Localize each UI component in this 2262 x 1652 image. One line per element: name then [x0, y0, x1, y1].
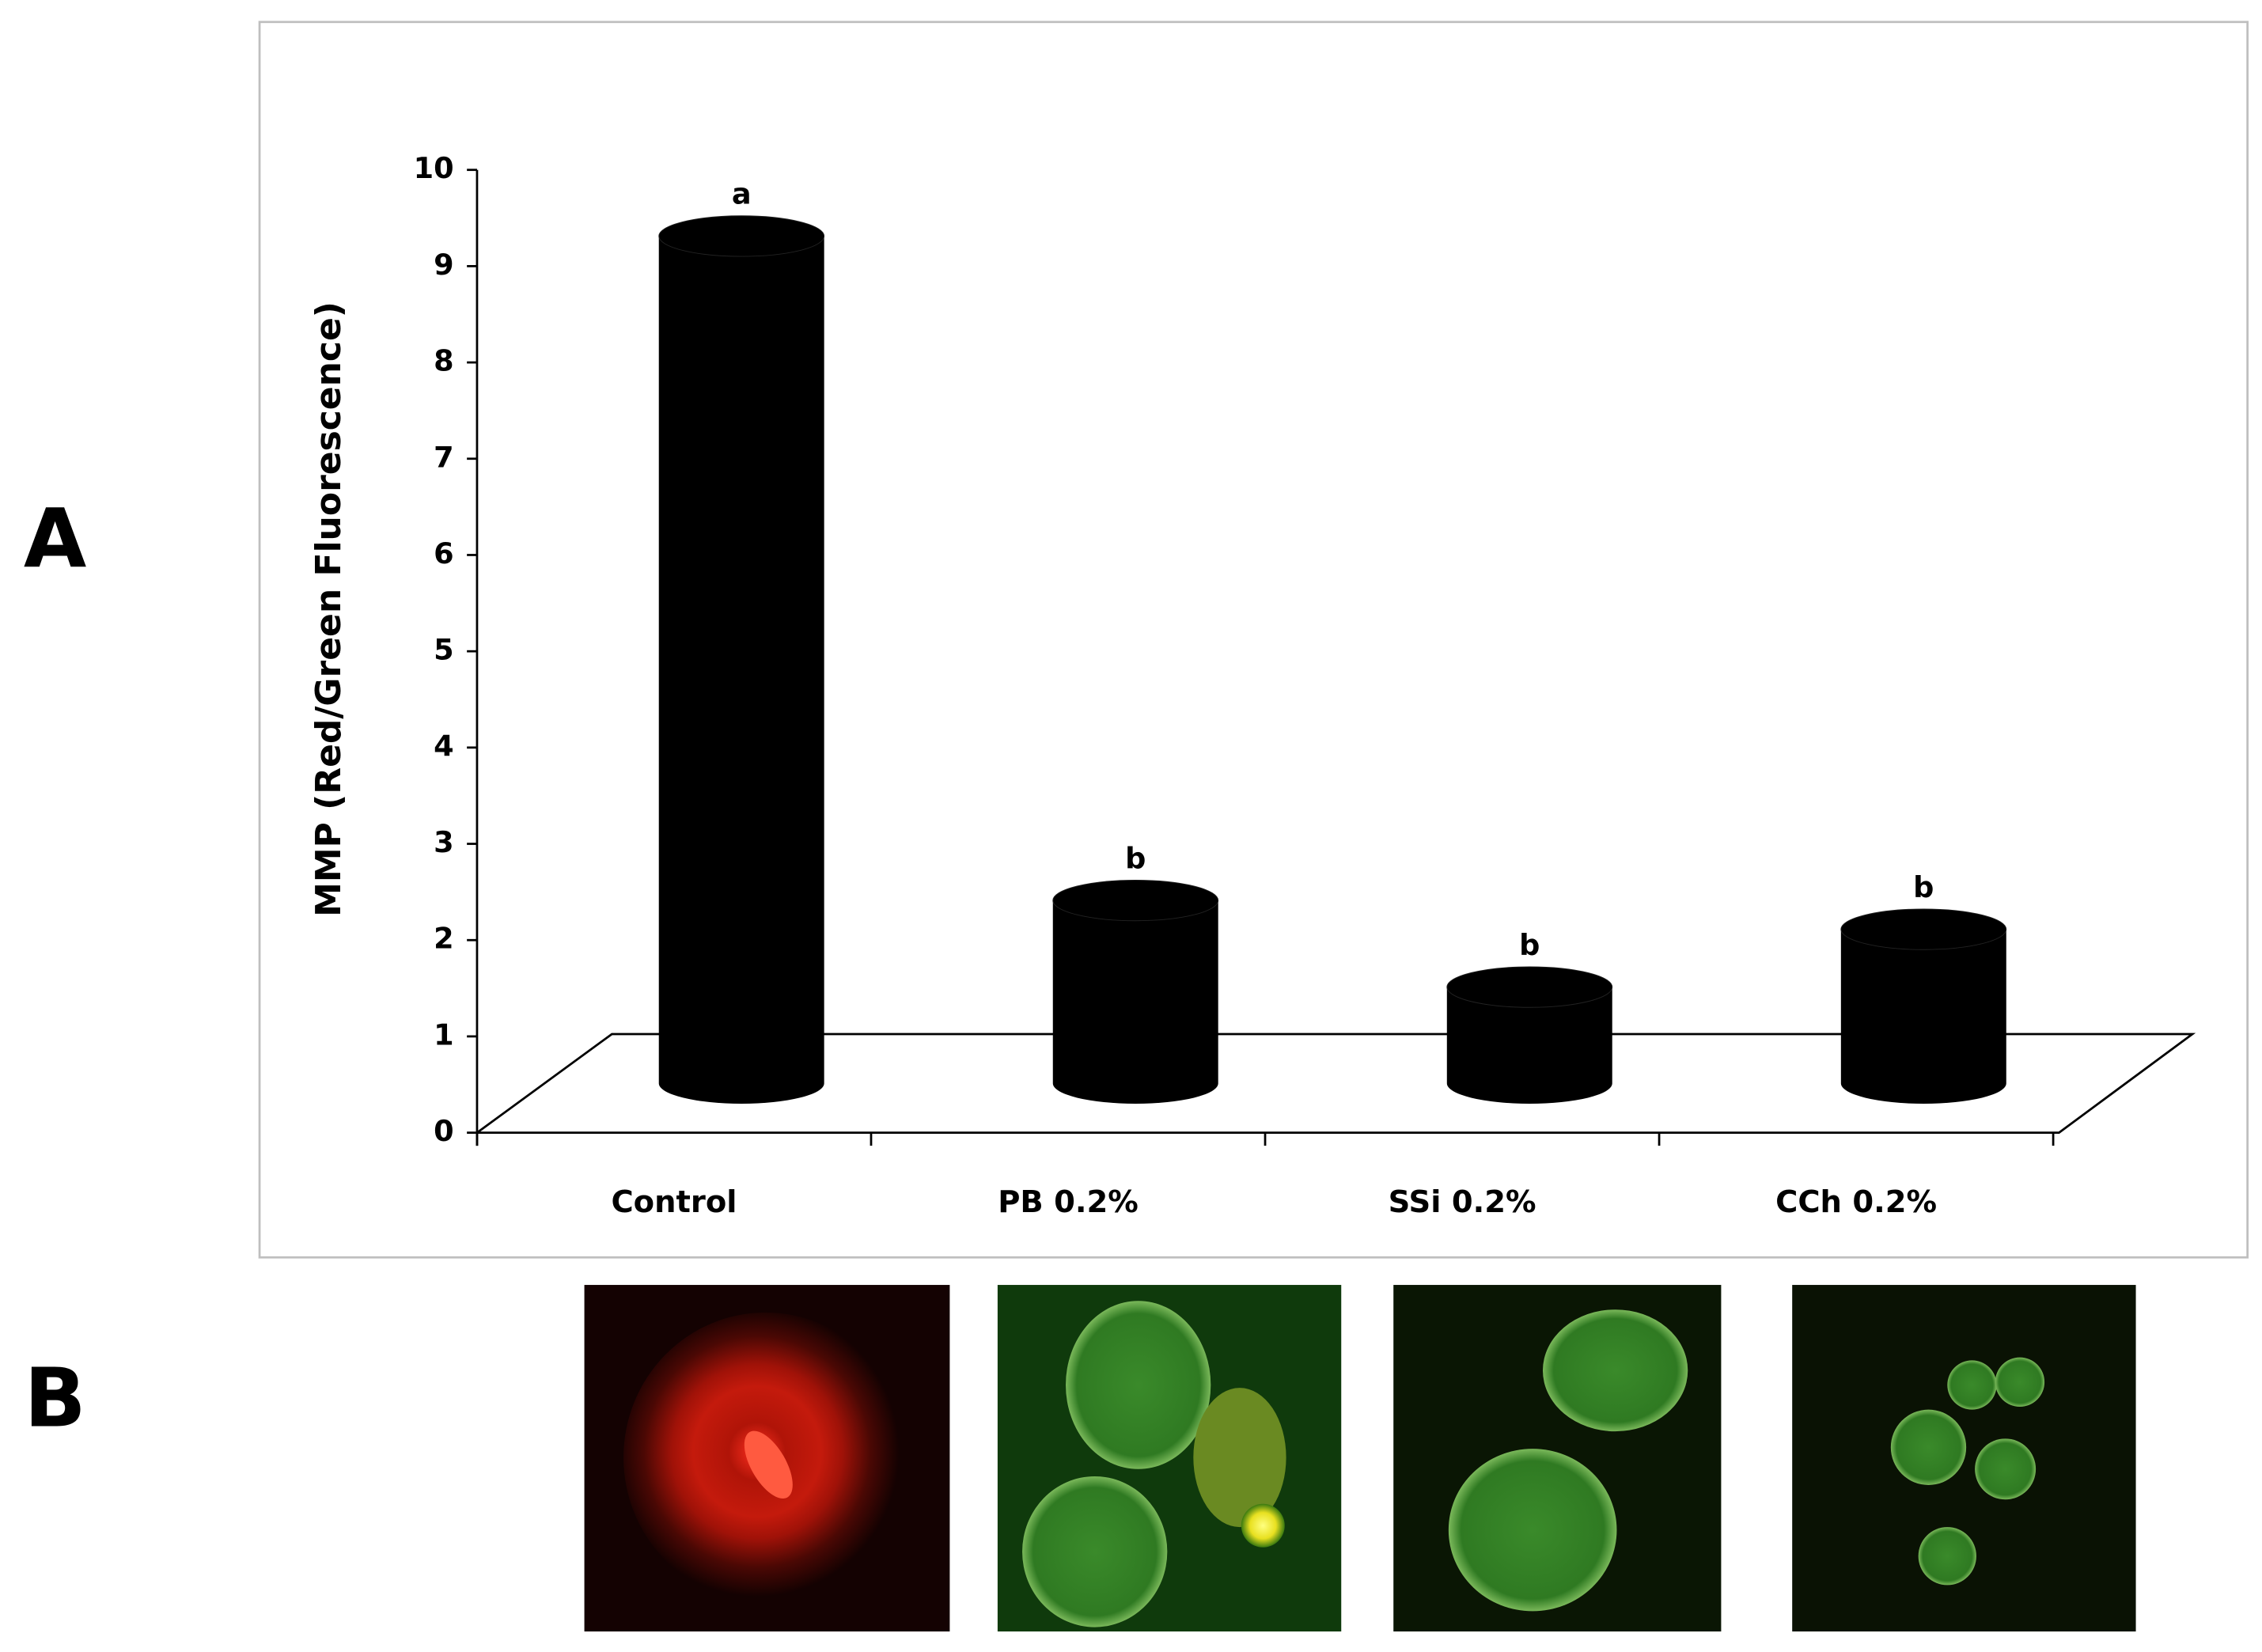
- y-tick-label: 3: [434, 825, 454, 859]
- bar: [1840, 908, 2006, 1104]
- bar-top: [1840, 908, 2007, 950]
- cell: [1947, 1360, 1997, 1410]
- panel-label: B: [25, 1352, 86, 1446]
- annotation: b: [1125, 841, 1146, 875]
- micrographs: [584, 1285, 2136, 1632]
- cell: [1542, 1309, 1688, 1432]
- cell: [744, 1430, 793, 1499]
- bar: [658, 215, 824, 1104]
- cell: [1975, 1438, 2037, 1500]
- bar: [1052, 880, 1218, 1104]
- y-axis-label: MMP (Red/Green Fluorescence): [309, 301, 349, 917]
- y-tick-label: 5: [434, 633, 454, 667]
- y-tick-label: 9: [434, 248, 454, 282]
- cell: [1890, 1409, 1967, 1485]
- y-tick-label: 6: [434, 536, 454, 570]
- cell: [1022, 1476, 1168, 1627]
- x-tick-label: SSi 0.2%: [1389, 1184, 1536, 1220]
- cell: [1066, 1301, 1211, 1469]
- bar-top: [1446, 966, 1613, 1008]
- y-tick-label: 10: [414, 151, 454, 185]
- y-tick-label: 7: [434, 440, 454, 474]
- y-tick-label: 0: [434, 1114, 454, 1148]
- cell: [1995, 1357, 2045, 1407]
- cell: [1918, 1527, 1976, 1586]
- annotation: b: [1913, 870, 1934, 904]
- cell: [1193, 1388, 1286, 1528]
- y-tick-label: 4: [434, 729, 454, 763]
- cell: [1241, 1503, 1285, 1548]
- panel-label: A: [24, 492, 86, 586]
- floor: [473, 1032, 2196, 1134]
- y-tick-label: 1: [434, 1017, 454, 1051]
- bar-top: [658, 215, 825, 257]
- annotation: b: [1519, 928, 1540, 962]
- x-tick-label: CCh 0.2%: [1775, 1184, 1937, 1220]
- cell: [1448, 1449, 1617, 1612]
- y-tick-label: 8: [434, 344, 454, 378]
- x-tick-label: PB 0.2%: [998, 1184, 1139, 1220]
- x-tick-label: Control: [611, 1184, 737, 1220]
- bar-top: [1052, 879, 1219, 922]
- annotation: a: [732, 177, 752, 211]
- y-tick-label: 2: [434, 922, 454, 956]
